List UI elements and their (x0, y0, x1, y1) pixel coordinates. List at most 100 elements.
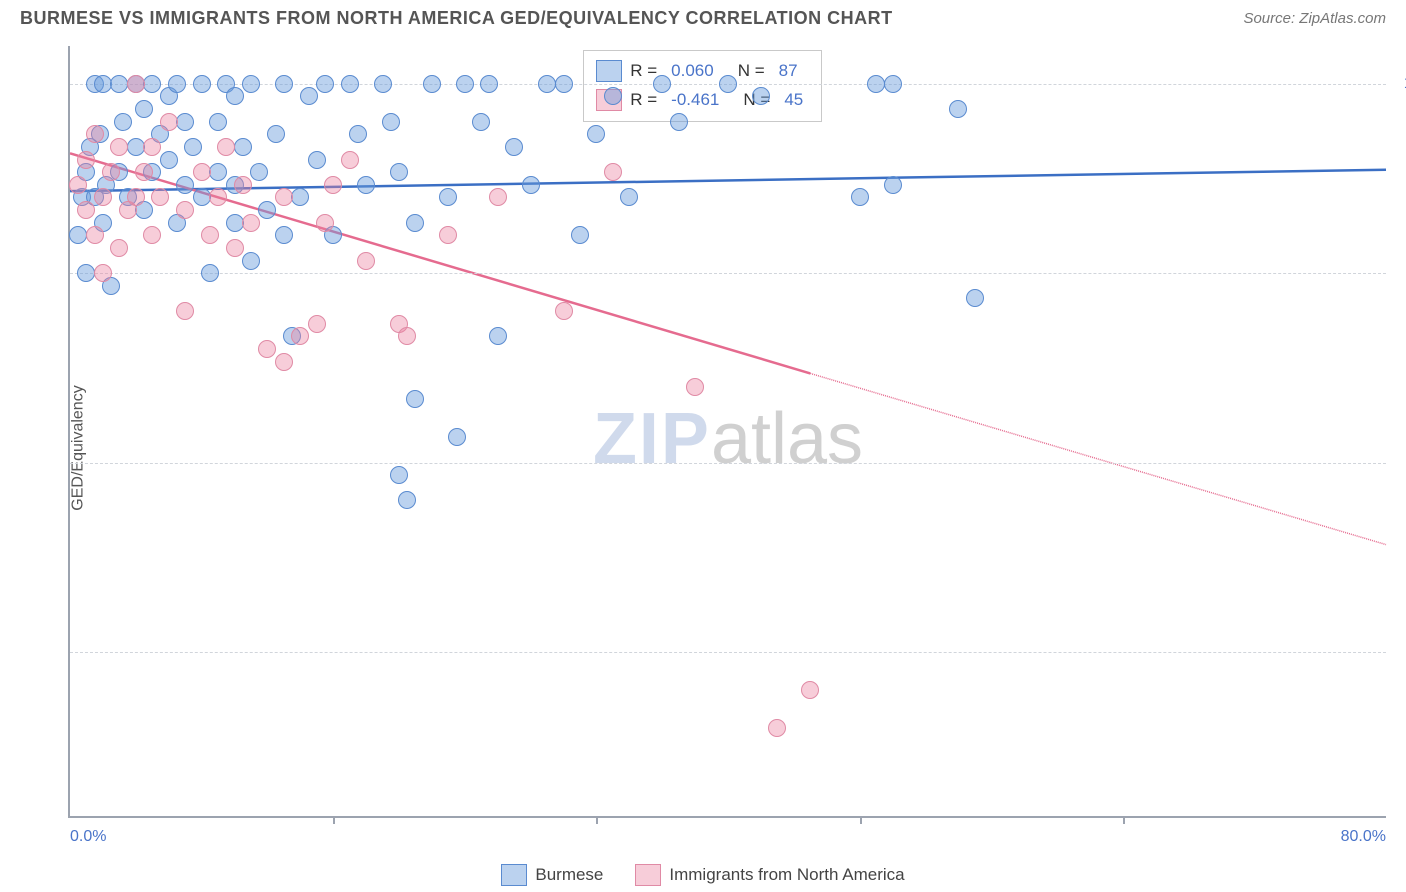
gridline-h (70, 463, 1386, 464)
x-tick-mark (333, 816, 335, 824)
data-point (176, 302, 194, 320)
legend-n-prefix: N = (738, 57, 765, 86)
x-tick-label: 0.0% (70, 828, 106, 846)
data-point (242, 214, 260, 232)
data-point (966, 289, 984, 307)
data-point (670, 113, 688, 131)
data-point (69, 176, 87, 194)
y-tick-label: 55.0% (1394, 643, 1406, 661)
data-point (884, 176, 902, 194)
data-point (472, 113, 490, 131)
data-point (201, 226, 219, 244)
data-point (110, 138, 128, 156)
chart-area: GED/Equivalency ZIPatlas R =0.060N =87R … (20, 46, 1386, 850)
data-point (193, 163, 211, 181)
stat-legend-row: R =-0.461N =45 (596, 86, 809, 115)
data-point (226, 87, 244, 105)
data-point (382, 113, 400, 131)
watermark: ZIPatlas (593, 398, 863, 480)
data-point (110, 239, 128, 257)
data-point (316, 214, 334, 232)
data-point (341, 151, 359, 169)
data-point (357, 252, 375, 270)
data-point (135, 100, 153, 118)
data-point (308, 151, 326, 169)
data-point (752, 87, 770, 105)
data-point (489, 327, 507, 345)
y-tick-label: 85.0% (1394, 264, 1406, 282)
legend-r-prefix: R = (630, 86, 657, 115)
data-point (77, 264, 95, 282)
data-point (143, 75, 161, 93)
data-point (242, 252, 260, 270)
data-point (176, 176, 194, 194)
data-point (719, 75, 737, 93)
y-tick-label: 100.0% (1394, 75, 1406, 93)
data-point (242, 75, 260, 93)
data-point (448, 428, 466, 446)
data-point (406, 390, 424, 408)
data-point (801, 681, 819, 699)
data-point (275, 353, 293, 371)
data-point (867, 75, 885, 93)
watermark-zip: ZIP (593, 399, 711, 479)
data-point (398, 491, 416, 509)
data-point (176, 113, 194, 131)
legend-r-value: -0.461 (671, 86, 719, 115)
data-point (291, 188, 309, 206)
data-point (390, 163, 408, 181)
data-point (489, 188, 507, 206)
legend-swatch (501, 864, 527, 886)
data-point (258, 340, 276, 358)
x-tick-mark (1123, 816, 1125, 824)
data-point (102, 163, 120, 181)
chart-header: BURMESE VS IMMIGRANTS FROM NORTH AMERICA… (0, 0, 1406, 41)
data-point (275, 75, 293, 93)
data-point (456, 75, 474, 93)
data-point (77, 151, 95, 169)
data-point (374, 75, 392, 93)
data-point (127, 75, 145, 93)
data-point (69, 226, 87, 244)
plot-region: ZIPatlas R =0.060N =87R =-0.461N =45 55.… (68, 46, 1386, 818)
data-point (160, 151, 178, 169)
data-point (291, 327, 309, 345)
data-point (258, 201, 276, 219)
data-point (851, 188, 869, 206)
data-point (555, 75, 573, 93)
y-tick-label: 70.0% (1394, 454, 1406, 472)
legend-swatch (635, 864, 661, 886)
data-point (86, 125, 104, 143)
data-point (193, 188, 211, 206)
series-legend-label: Immigrants from North America (669, 865, 904, 885)
series-legend-label: Burmese (535, 865, 603, 885)
legend-n-value: 45 (784, 86, 803, 115)
series-legend-item: Immigrants from North America (635, 864, 904, 886)
data-point (949, 100, 967, 118)
legend-n-value: 87 (779, 57, 798, 86)
data-point (522, 176, 540, 194)
data-point (480, 75, 498, 93)
data-point (604, 87, 622, 105)
data-point (143, 226, 161, 244)
data-point (398, 327, 416, 345)
data-point (341, 75, 359, 93)
data-point (505, 138, 523, 156)
x-tick-mark (860, 816, 862, 824)
data-point (135, 163, 153, 181)
series-legend-item: Burmese (501, 864, 603, 886)
data-point (587, 125, 605, 143)
data-point (226, 214, 244, 232)
data-point (538, 75, 556, 93)
data-point (275, 226, 293, 244)
data-point (884, 75, 902, 93)
stat-legend: R =0.060N =87R =-0.461N =45 (583, 50, 822, 122)
data-point (86, 226, 104, 244)
data-point (620, 188, 638, 206)
data-point (390, 466, 408, 484)
data-point (439, 226, 457, 244)
x-tick-label: 80.0% (1341, 828, 1386, 846)
data-point (94, 264, 112, 282)
chart-title: BURMESE VS IMMIGRANTS FROM NORTH AMERICA… (20, 8, 893, 29)
legend-r-value: 0.060 (671, 57, 714, 86)
